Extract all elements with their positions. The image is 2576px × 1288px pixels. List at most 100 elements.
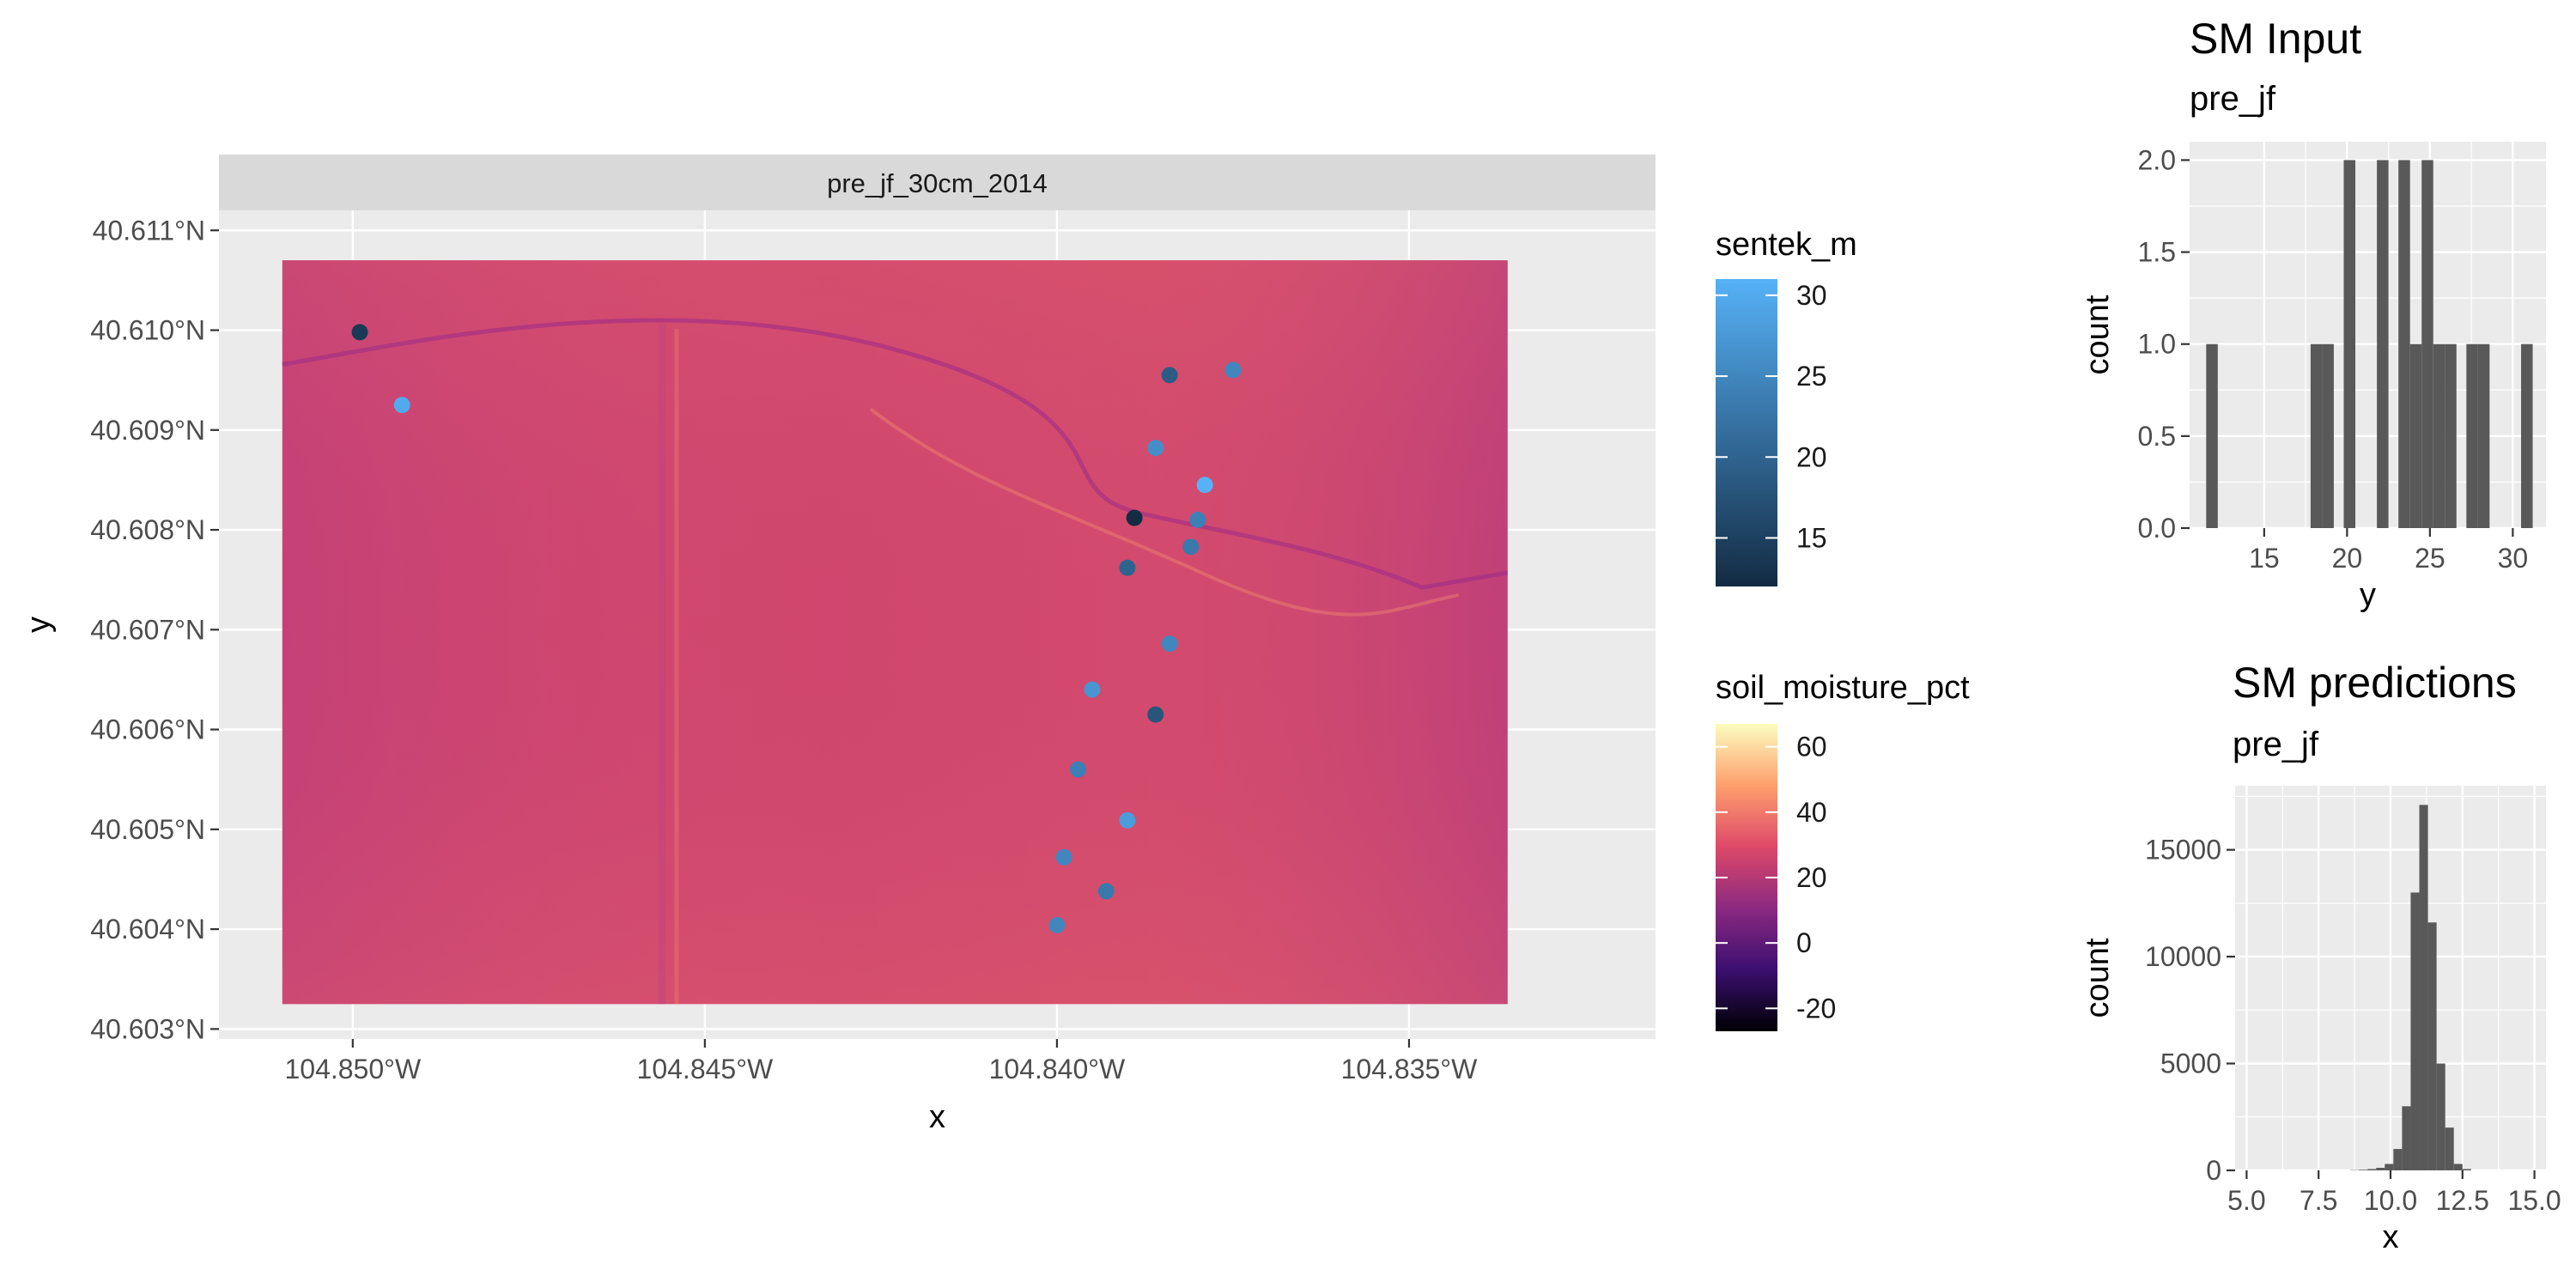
map-xtick-label-0: 104.850°W	[284, 1054, 421, 1084]
hist1-bar-11	[2477, 343, 2490, 528]
sentek-legend-label-0: 30	[1796, 280, 1827, 311]
hist1-ytick-label-4: 2.0	[2138, 144, 2176, 175]
hist2-ytick-label-0: 0	[2206, 1155, 2221, 1186]
raster-channel	[282, 318, 1509, 590]
map-ytick-label-1: 40.604°N	[90, 914, 205, 945]
sm-input-plot-background	[2190, 142, 2546, 528]
map-ytick-label-8: 40.611°N	[93, 215, 205, 246]
sentek-legend-ticks: 30 25 20 15	[1716, 280, 1827, 553]
sm-predictions-y-ticks: 0 5000 10000 15000	[2145, 835, 2235, 1186]
hist2-ytick-label-1: 5000	[2160, 1048, 2221, 1079]
sm-predictions-x-axis-title: x	[2383, 1219, 2399, 1255]
sentek-legend: sentek_m 30 25 20 15	[1716, 227, 1857, 586]
hist2-bar-10	[2436, 1063, 2445, 1170]
sm-input-x-axis-title: y	[2360, 577, 2376, 613]
hist2-xtick-label-1: 7.5	[2300, 1185, 2337, 1216]
map-y-axis-title: y	[21, 617, 57, 633]
map-xtick-label-3: 104.835°W	[1341, 1054, 1478, 1084]
sentek-point-11	[1084, 681, 1101, 698]
soil-moisture-raster	[282, 260, 1509, 1005]
hist2-ytick-label-3: 15000	[2145, 835, 2221, 866]
hist2-ytick-label-2: 10000	[2145, 941, 2221, 972]
hist2-bar-6	[2402, 1106, 2411, 1170]
map-panel: pre_jf_30cm_2014 104.850°W 104.845°W 104.8…	[21, 155, 1656, 1135]
sentek-colorbar	[1716, 279, 1777, 586]
sentek-point-8	[1182, 538, 1200, 556]
sm-input-bars	[2206, 160, 2533, 528]
hist1-xtick-label-2: 25	[2415, 543, 2445, 574]
hist1-bar-1	[2310, 343, 2323, 528]
hist2-xtick-label-4: 15.0	[2507, 1185, 2561, 1216]
sentek-point-7	[1189, 511, 1206, 528]
soil-legend-label-4: -20	[1796, 993, 1836, 1024]
sm-predictions-x-ticks: 5.0 7.5 10.0 12.5 15.0	[2227, 1170, 2561, 1216]
soil-legend-label-3: 0	[1796, 927, 1812, 958]
map-ytick-label-3: 40.606°N	[90, 714, 205, 745]
map-ytick-label-4: 40.607°N	[90, 614, 205, 645]
sm-predictions-histogram: SM predictions pre_jf 5.0 7.5 10.0 12.5 15.0…	[2080, 659, 2561, 1255]
hist1-ytick-label-0: 0.0	[2138, 513, 2176, 544]
hist1-bar-6	[2409, 343, 2422, 528]
sentek-legend-label-3: 15	[1796, 522, 1827, 553]
map-xtick-label-2: 104.840°W	[989, 1054, 1126, 1084]
hist1-xtick-label-0: 15	[2249, 543, 2280, 574]
sentek-point-13	[1070, 761, 1087, 778]
hist1-ytick-label-3: 1.5	[2138, 237, 2176, 268]
sentek-point-14	[1119, 811, 1136, 829]
hist1-bar-8	[2433, 343, 2445, 528]
sentek-point-1	[393, 397, 410, 414]
soil-legend-label-1: 40	[1796, 797, 1827, 828]
sentek-point-6	[1126, 509, 1143, 526]
hist1-bar-12	[2521, 343, 2533, 528]
sm-input-y-ticks: 0.0 0.5 1.0 1.5 2.0	[2138, 144, 2190, 544]
sentek-point-0	[351, 324, 368, 341]
hist2-bar-4	[2385, 1163, 2394, 1170]
hist2-bar-8	[2419, 805, 2428, 1170]
map-y-ticks: 40.603°N 40.604°N 40.605°N 40.606°N 40.607°N…	[90, 215, 219, 1044]
sm-predictions-bars	[2350, 805, 2471, 1170]
hist2-xtick-label-0: 5.0	[2227, 1185, 2265, 1216]
soil-legend-label-0: 60	[1796, 732, 1827, 762]
soil-legend-label-2: 20	[1796, 862, 1827, 893]
raster-road-edge	[674, 329, 679, 1005]
hist1-bar-5	[2398, 160, 2410, 528]
hist1-bar-2	[2322, 343, 2334, 528]
sentek-point-12	[1147, 706, 1164, 723]
soil-moisture-legend-title: soil_moisture_pct	[1716, 670, 1970, 706]
hist1-bar-10	[2466, 343, 2478, 528]
sentek-point-3	[1224, 361, 1242, 379]
hist1-ytick-label-1: 0.5	[2138, 421, 2176, 452]
hist1-xtick-label-1: 20	[2332, 543, 2363, 574]
hist2-bar-11	[2445, 1127, 2454, 1170]
sentek-legend-title: sentek_m	[1716, 227, 1857, 263]
sentek-point-9	[1119, 559, 1136, 576]
hist1-bar-9	[2445, 343, 2457, 528]
map-ytick-label-2: 40.605°N	[90, 814, 205, 845]
hist2-bar-12	[2453, 1163, 2463, 1170]
raster-vshading	[282, 260, 1508, 1005]
hist1-bar-4	[2377, 160, 2389, 528]
sentek-points	[351, 324, 1242, 933]
sentek-legend-label-1: 25	[1796, 361, 1827, 392]
soil-moisture-legend: soil_moisture_pct 60 40 20 0 -20	[1716, 670, 1970, 1031]
facet-strip	[219, 155, 1656, 210]
sentek-point-5	[1196, 477, 1213, 494]
sm-input-x-ticks: 15 20 25 30	[2249, 528, 2528, 574]
sm-input-y-axis-title: count	[2080, 295, 2116, 374]
map-x-axis-title: x	[929, 1099, 945, 1135]
map-x-ticks: 104.850°W 104.845°W 104.840°W 104.835°W	[284, 1039, 1478, 1084]
sentek-point-15	[1055, 848, 1072, 866]
sm-predictions-subtitle: pre_jf	[2233, 726, 2319, 763]
soil-moisture-legend-ticks: 60 40 20 0 -20	[1716, 732, 1836, 1024]
hist2-bar-7	[2410, 892, 2420, 1170]
sentek-legend-label-2: 20	[1796, 441, 1827, 472]
sentek-point-16	[1097, 883, 1115, 900]
hist1-bar-0	[2206, 343, 2218, 528]
raster-road	[658, 325, 665, 1005]
hist1-xtick-label-3: 30	[2498, 543, 2529, 574]
map-xtick-label-1: 104.845°W	[637, 1054, 774, 1084]
sm-predictions-title: SM predictions	[2233, 659, 2517, 707]
hist2-xtick-label-2: 10.0	[2364, 1185, 2417, 1216]
sm-predictions-y-axis-title: count	[2080, 938, 2116, 1018]
